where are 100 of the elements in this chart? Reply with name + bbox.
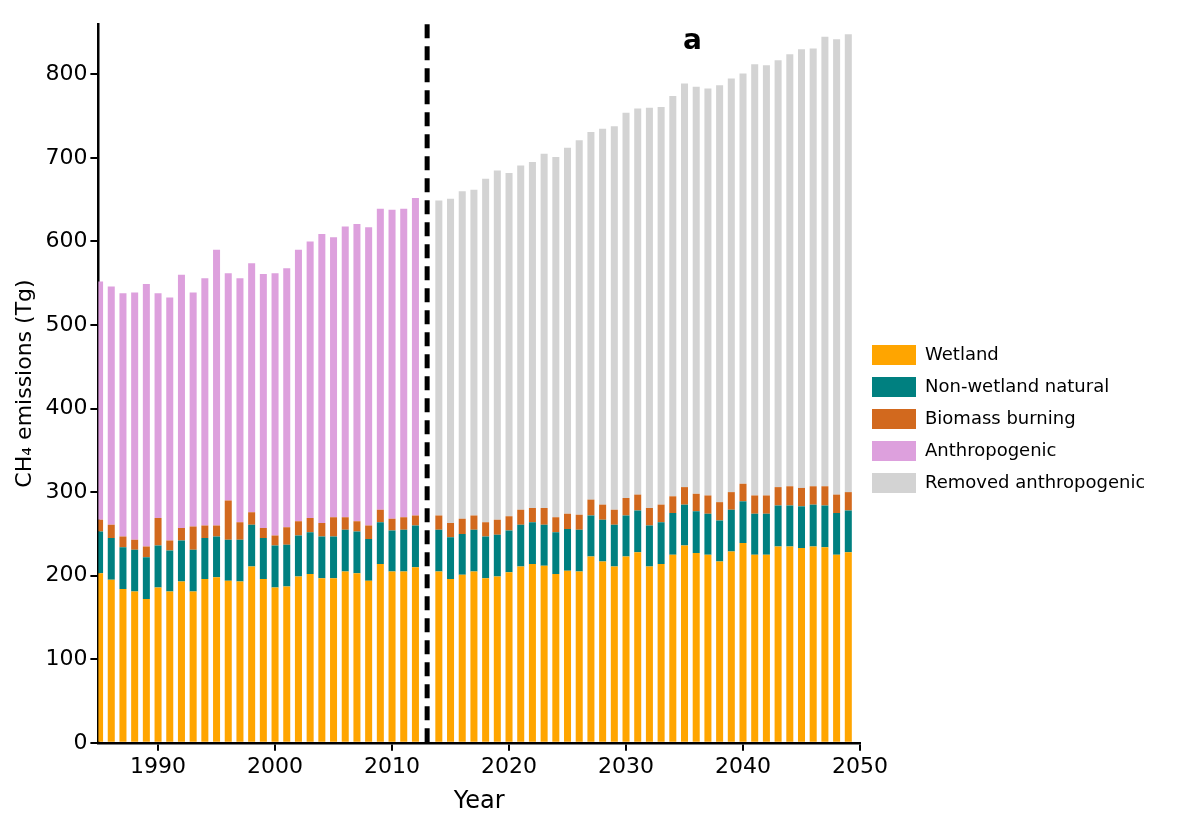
bar — [762, 65, 770, 496]
bar — [657, 106, 665, 505]
bar — [353, 573, 361, 742]
bar — [739, 543, 747, 742]
bar — [634, 510, 642, 553]
bar — [552, 574, 560, 742]
bar — [107, 579, 115, 742]
x-tick-label: 2010 — [364, 752, 421, 778]
bar — [575, 140, 583, 515]
bar — [177, 540, 185, 582]
bar — [271, 273, 279, 536]
bar — [447, 579, 455, 742]
bar — [681, 504, 689, 546]
bar — [528, 508, 536, 523]
bar — [411, 525, 419, 568]
bar — [201, 538, 209, 580]
bar — [177, 528, 185, 541]
bar — [587, 131, 595, 500]
bar — [751, 554, 759, 742]
bar — [493, 576, 501, 742]
bar — [762, 554, 770, 742]
bar — [482, 578, 490, 742]
bar — [798, 49, 806, 488]
y-tick-label: 500 — [45, 310, 88, 336]
bar — [833, 494, 841, 514]
bar — [411, 515, 419, 526]
bar — [341, 226, 349, 518]
bar — [739, 73, 747, 484]
bar — [119, 547, 127, 590]
bar — [294, 521, 302, 536]
bar — [306, 241, 314, 519]
bar — [388, 518, 396, 531]
bar — [131, 292, 139, 540]
bar — [131, 549, 139, 592]
bar — [154, 545, 162, 588]
bar — [669, 96, 677, 497]
bar — [493, 170, 501, 520]
bar — [365, 538, 373, 581]
bar — [833, 513, 841, 555]
bar — [119, 293, 127, 537]
bar — [131, 539, 139, 550]
bar — [622, 497, 630, 516]
bar — [376, 522, 384, 564]
bar — [119, 536, 127, 548]
bar — [283, 544, 291, 587]
bar — [330, 536, 338, 579]
y-tick-label: 100 — [45, 644, 88, 670]
bar — [271, 535, 279, 546]
legend-label: Wetland — [925, 342, 999, 364]
bar — [599, 504, 607, 520]
legend-label: Non-wetland natural — [925, 374, 1110, 396]
bar — [166, 591, 174, 742]
legend-label: Removed anthropogenic — [925, 470, 1146, 492]
y-tick-label: 200 — [45, 561, 88, 587]
bar — [610, 566, 618, 742]
bar — [283, 586, 291, 742]
bar — [528, 563, 536, 742]
bar — [634, 552, 642, 742]
bar — [798, 548, 806, 742]
bar — [809, 486, 817, 505]
bar — [774, 487, 782, 506]
bar — [657, 563, 665, 742]
bar — [224, 580, 232, 742]
bar — [599, 128, 607, 505]
bar — [587, 499, 595, 516]
bar — [271, 545, 279, 588]
bar — [213, 536, 221, 578]
bar — [540, 508, 548, 525]
bar — [259, 274, 267, 529]
bar — [657, 522, 665, 564]
bar — [213, 525, 221, 537]
bar — [400, 517, 408, 530]
bar — [236, 539, 244, 582]
x-tick-label: 2020 — [481, 752, 538, 778]
y-tick-label: 600 — [45, 227, 88, 253]
bar — [131, 591, 139, 742]
bar — [833, 39, 841, 495]
bar — [259, 579, 267, 742]
bar — [716, 502, 724, 521]
bar — [388, 571, 396, 742]
bar — [248, 566, 256, 742]
bar — [318, 233, 326, 524]
bar — [341, 529, 349, 572]
bar — [809, 504, 817, 547]
bar — [528, 162, 536, 508]
bar — [564, 528, 572, 571]
bar — [821, 547, 829, 742]
legend-label: Anthropogenic — [925, 438, 1057, 460]
bar — [306, 518, 314, 533]
bar — [189, 591, 197, 742]
bar — [294, 249, 302, 522]
bar — [400, 529, 408, 572]
bar — [142, 599, 150, 742]
bar — [716, 561, 724, 742]
bar — [669, 496, 677, 514]
bar — [762, 513, 770, 555]
bar — [224, 500, 232, 540]
bar — [213, 577, 221, 742]
bar — [587, 515, 595, 557]
bar — [493, 534, 501, 577]
